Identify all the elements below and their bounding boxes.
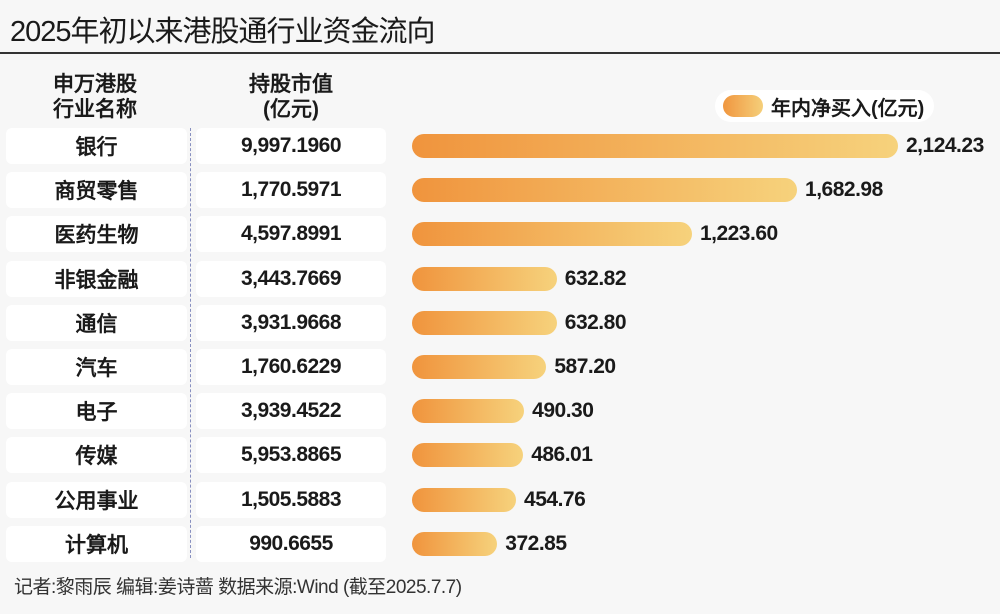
category-label: 汽车 [6,349,187,385]
value-label: 372.85 [505,531,567,555]
market-value: 9,997.1960 [196,128,386,164]
bar [412,310,557,335]
market-value: 3,939.4522 [196,393,386,430]
category-label: 医药生物 [6,216,187,253]
bar-row: 电子 3,939.4522 490.30 [0,393,1000,430]
bar [412,443,524,468]
chart-title: 2025年初以来港股通行业资金流向 [10,16,436,48]
market-value-header-line1: 持股市值 [249,73,333,96]
value-label: 454.76 [524,487,586,511]
bar-row: 传媒 5,953.8865 486.01 [0,437,1000,474]
bar [412,487,517,512]
legend: 年内净买入(亿元) [715,90,935,122]
category-label: 商贸零售 [6,172,187,209]
value-label: 1,682.98 [805,178,883,202]
market-value-header: 持股市值 (亿元) [236,72,346,122]
bar-row: 计算机 990.6655 372.85 [0,525,1000,562]
bar-row: 医药生物 4,597.8991 1,223.60 [0,216,1000,253]
bar [412,399,525,424]
category-label: 传媒 [6,437,187,474]
market-value: 1,770.5971 [196,172,386,209]
bar [412,531,498,556]
market-value: 3,931.9668 [196,304,386,341]
bar [412,266,557,291]
value-label: 2,124.23 [906,134,984,157]
market-value: 1,505.5883 [196,481,386,518]
title-divider [0,52,1000,54]
industry-header: 申万港股 行业名称 [40,72,150,122]
bar-row: 公用事业 1,505.5883 454.76 [0,481,1000,518]
bar [412,178,798,203]
bar [412,355,547,379]
category-label: 通信 [6,304,187,341]
market-value: 3,443.7669 [196,260,386,297]
category-label: 公用事业 [6,481,187,518]
bar-row: 通信 3,931.9668 632.80 [0,304,1000,341]
market-value: 990.6655 [196,525,386,562]
market-value-header-line2: (亿元) [263,98,319,121]
market-value: 1,760.6229 [196,349,386,385]
bar-row: 银行 9,997.1960 2,124.23 [0,128,1000,164]
value-label: 632.80 [564,310,627,334]
value-label: 1,223.60 [699,222,778,246]
category-label: 银行 [6,128,187,164]
market-value: 4,597.8991 [196,216,386,253]
category-label: 非银金融 [6,260,187,297]
industry-header-line1: 申万港股 [53,73,137,96]
legend-label: 年内净买入(亿元) [771,97,925,120]
bar-row: 商贸零售 1,770.5971 1,682.98 [0,172,1000,209]
bar [412,134,898,158]
industry-header-line2: 行业名称 [53,98,137,121]
market-value: 5,953.8865 [196,437,386,474]
value-label: 632.82 [564,266,627,290]
bar [412,222,692,247]
bar-row: 汽车 1,760.6229 587.20 [0,349,1000,385]
value-label: 490.30 [532,399,594,423]
footer-credits: 记者:黎雨辰 编辑:姜诗蔷 数据来源:Wind (截至2025.7.7) [14,577,462,598]
legend-swatch [723,95,763,117]
category-label: 电子 [6,393,187,430]
value-label: 486.01 [531,443,593,467]
category-label: 计算机 [6,525,187,562]
bar-row: 非银金融 3,443.7669 632.82 [0,260,1000,297]
column-divider [190,128,191,558]
value-label: 587.20 [554,355,616,378]
